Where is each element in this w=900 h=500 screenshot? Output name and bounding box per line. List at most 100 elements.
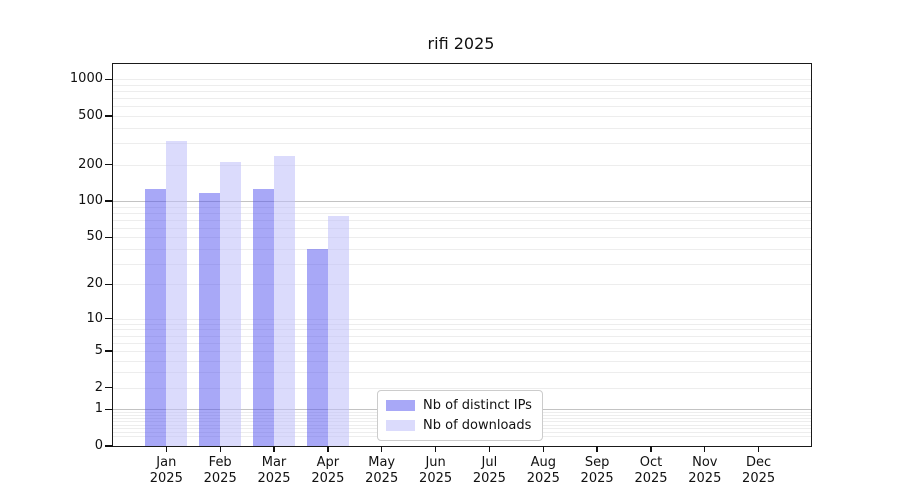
y-tick-2 [105,387,113,389]
x-tick-year-nov: 2025 [688,471,722,486]
x-tick-jan [165,446,167,452]
y-tick-label-1: 1 [94,401,103,417]
y-tick-50 [105,236,113,238]
x-tick-label-jun: Jun 2025 [404,455,468,487]
gridline-6 [113,342,811,344]
x-tick-year-feb: 2025 [203,471,237,486]
gridline-20 [113,284,811,286]
gridline-90 [113,206,811,208]
gridline-100 [113,201,811,203]
y-tick-5 [105,350,113,352]
x-tick-year-oct: 2025 [634,471,668,486]
x-tick-label-nov: Nov 2025 [673,455,737,487]
gridline-30 [113,263,811,265]
x-tick-year-mar: 2025 [257,471,291,486]
gridline-10 [113,318,811,320]
gridline-200 [113,164,811,166]
x-tick-year-jun: 2025 [419,471,453,486]
x-tick-year-dec: 2025 [742,471,776,486]
y-tick-label-100: 100 [78,193,103,209]
y-tick-label-10: 10 [86,310,103,326]
plot-area: Nb of distinct IPs Nb of downloads 0 1 2 5 1… [70,63,812,486]
gridline-300 [113,143,811,145]
y-tick-label-500: 500 [78,108,103,124]
bar-downloads-apr [327,215,349,446]
gridline-4 [113,360,811,362]
bar-downloads-mar [274,155,295,446]
bar-downloads-jan [166,141,188,446]
x-tick-label-oct: Oct 2025 [619,455,683,487]
x-tick-label-sep: Sep 2025 [565,455,629,487]
x-tick-sep [596,446,598,452]
y-tick-label-1000: 1000 [69,71,103,87]
x-tick-may [381,446,383,452]
x-tick-label-jan: Jan 2025 [134,455,198,487]
y-tick-1 [105,408,113,410]
bar-distinct-ips-mar [253,188,274,446]
bar-distinct-ips-jan [145,188,167,446]
y-tick-label-2: 2 [94,379,103,395]
x-tick-year-sep: 2025 [580,471,614,486]
legend-label-distinct-ips: Nb of distinct IPs [423,398,532,413]
y-tick-200 [105,163,113,166]
x-tick-feb [219,446,221,452]
legend-item-distinct-ips: Nb of distinct IPs [386,398,532,413]
gridline-8 [113,329,811,331]
x-tick-year-jul: 2025 [472,471,506,486]
bar-distinct-ips-feb [199,192,221,446]
y-tick-label-50: 50 [86,229,103,245]
bar-distinct-ips-apr [306,248,328,446]
x-tick-label-feb: Feb 2025 [188,455,252,487]
gridline-50 [113,237,811,239]
gridline-70 [113,219,811,221]
gridline-5 [113,350,811,352]
gridline-800 [113,91,811,93]
x-tick-year-jan: 2025 [149,471,183,486]
gridline-700 [113,98,811,100]
y-tick-500 [105,115,113,117]
y-tick-100 [105,200,113,202]
legend-item-downloads: Nb of downloads [386,418,532,433]
y-tick-0 [105,445,113,447]
x-tick-label-mar: Mar 2025 [242,455,306,487]
legend-label-downloads: Nb of downloads [423,418,532,433]
x-tick-nov [704,446,706,452]
legend-swatch-distinct-ips [386,400,415,411]
gridline-900 [113,84,811,86]
y-tick-20 [105,283,113,286]
y-tick-label-0: 0 [94,438,103,453]
gridline-3 [113,372,811,374]
y-tick-label-20: 20 [86,276,103,292]
x-tick-year-apr: 2025 [311,471,345,486]
x-tick-oct [650,446,652,452]
gridline-500 [113,116,811,118]
legend: Nb of distinct IPs Nb of downloads [377,390,543,441]
x-tick-aug [542,446,544,452]
legend-swatch-downloads [386,420,415,431]
gridline-600 [113,106,811,108]
x-tick-dec [757,446,760,452]
gridline-400 [113,127,811,129]
gridline-1000 [113,79,811,81]
y-tick-1000 [105,78,113,80]
x-tick-apr [327,446,329,452]
y-tick-label-5: 5 [94,342,103,358]
x-tick-label-aug: Aug 2025 [511,455,575,487]
chart-title: rifi 2025 [427,34,495,53]
x-tick-mar [273,446,275,452]
gridline-40 [113,248,811,250]
x-tick-jun [434,446,437,452]
y-tick-10 [105,318,113,320]
x-tick-jul [488,446,491,452]
gridline-2 [113,387,811,389]
x-tick-label-may: May 2025 [350,455,414,487]
x-tick-year-may: 2025 [365,471,399,486]
x-tick-label-apr: Apr 2025 [296,455,360,487]
gridline-7 [113,335,811,337]
gridline-9 [113,323,811,325]
bar-downloads-feb [220,161,242,446]
x-tick-label-dec: Dec 2025 [727,455,791,487]
y-tick-label-200: 200 [78,156,103,172]
gridline-80 [113,212,811,214]
